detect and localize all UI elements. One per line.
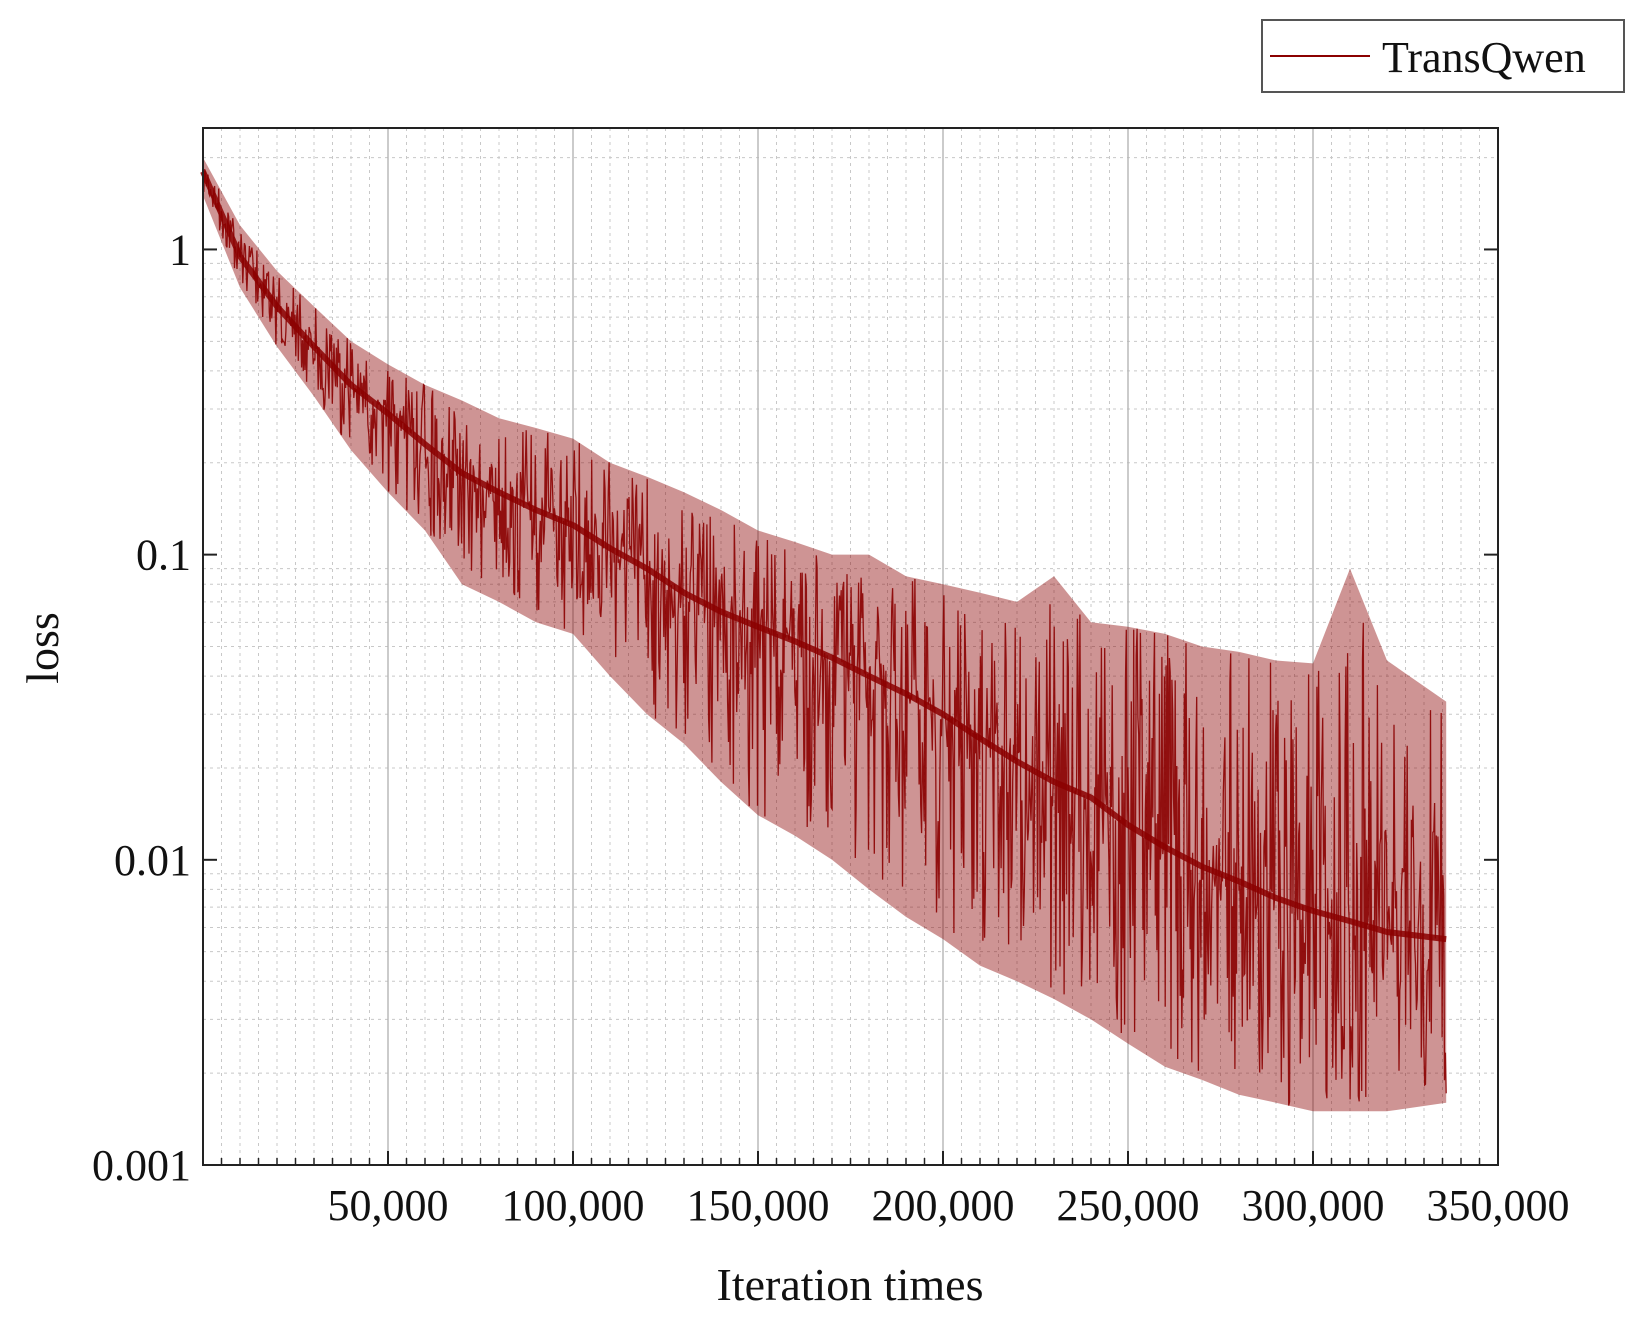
y-axis-label: loss	[17, 612, 68, 684]
x-tick-label: 350,000	[1427, 1181, 1570, 1230]
axis-ticks	[203, 248, 1499, 1166]
x-axis-label: Iteration times	[717, 1259, 984, 1310]
series-trend-0	[200, 170, 1447, 943]
legend: TransQwen	[1261, 19, 1625, 93]
x-tick-label: 250,000	[1057, 1181, 1200, 1230]
y-tick-label: 0.001	[92, 1141, 191, 1190]
loss-line	[200, 169, 1447, 1106]
x-axis-tick-labels: 50,000 100,000 150,000 200,000 250,000 300,00…	[328, 1181, 1570, 1230]
x-tick-label: 50,000	[328, 1181, 449, 1230]
x-tick-label: 200,000	[872, 1181, 1015, 1230]
x-tick-label: 300,000	[1242, 1181, 1385, 1230]
x-tick-label: 150,000	[687, 1181, 830, 1230]
y-axis-tick-labels: 0.001 0.01 0.1 1	[92, 225, 191, 1190]
y-tick-label: 1	[169, 225, 191, 274]
y-tick-label: 0.01	[114, 836, 191, 885]
legend-label: TransQwen	[1382, 33, 1586, 82]
y-tick-label: 0.1	[136, 531, 191, 580]
x-tick-label: 100,000	[502, 1181, 645, 1230]
